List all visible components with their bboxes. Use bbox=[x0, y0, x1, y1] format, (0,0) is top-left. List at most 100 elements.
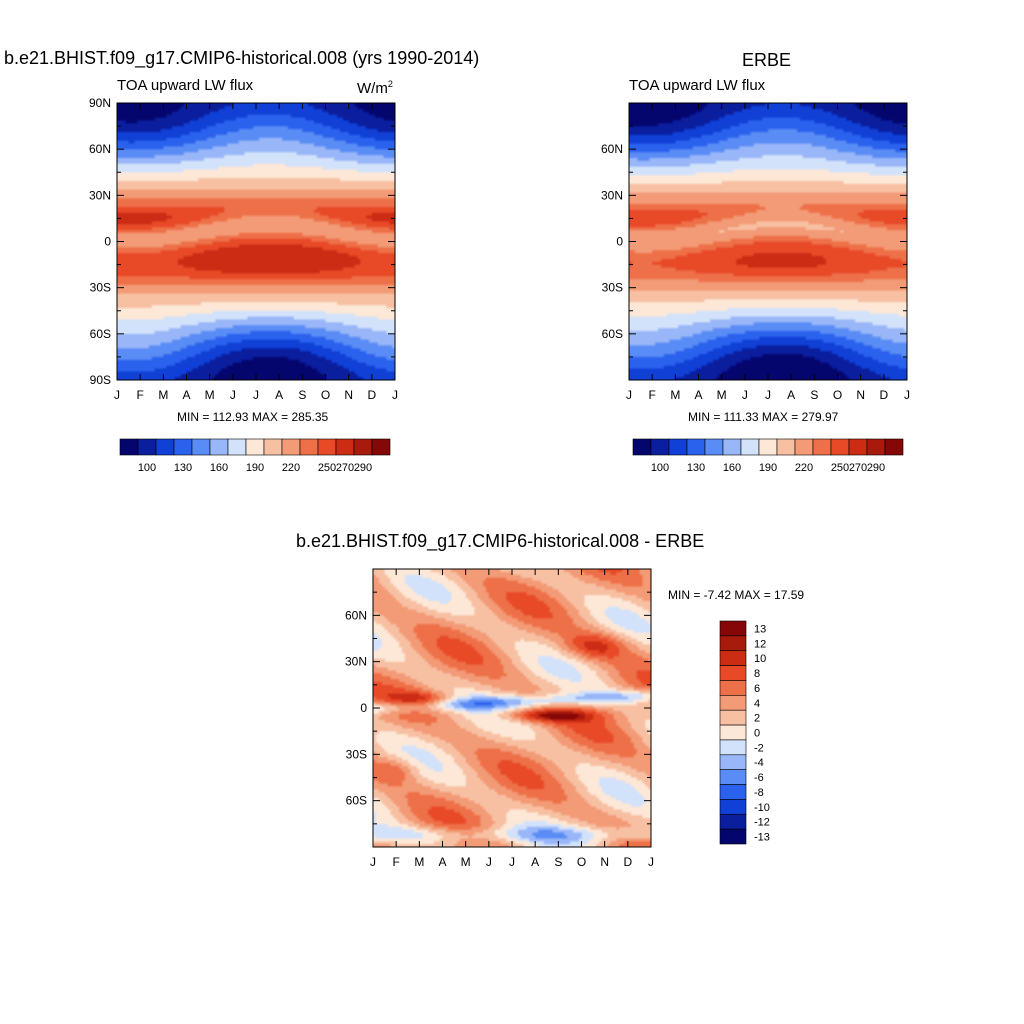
model-colorbar-box bbox=[155, 438, 175, 456]
model-colorbar-box bbox=[317, 438, 337, 456]
diff-colorbar-box bbox=[719, 828, 747, 845]
model-colorbar-box bbox=[281, 438, 301, 456]
diff-colorbar-box bbox=[719, 799, 747, 815]
diff-colorbar-box bbox=[719, 709, 747, 726]
model-colorbar-label: 220 bbox=[282, 462, 300, 474]
model-colorbar-label: 190 bbox=[246, 462, 264, 474]
model-panel-variable-label: TOA upward LW flux bbox=[117, 77, 254, 94]
diff-colorbar-label: -4 bbox=[754, 757, 764, 769]
obs-colorbar: 100 130 160 190 220 250 270 290 bbox=[632, 438, 904, 474]
diff-x-tick-label: M bbox=[414, 855, 424, 869]
model-heatmap-field bbox=[117, 103, 395, 380]
model-colorbar-box bbox=[137, 438, 157, 456]
diff-colorbar-box bbox=[719, 650, 747, 666]
obs-panel-stats: MIN = 111.33 MAX = 279.97 bbox=[688, 410, 839, 424]
obs-colorbar-box bbox=[668, 438, 688, 456]
diff-colorbar-label: 12 bbox=[754, 638, 766, 650]
diff-colorbar-label: 13 bbox=[754, 623, 766, 635]
diff-colorbar-box bbox=[719, 635, 747, 652]
model-y-tick-label: 60N bbox=[89, 142, 111, 156]
obs-colorbar-box bbox=[830, 438, 850, 456]
model-colorbar-label: 100 bbox=[138, 462, 156, 474]
diff-colorbar-label: -12 bbox=[754, 817, 770, 829]
diff-colorbar-box bbox=[719, 784, 747, 800]
model-panel-stats: MIN = 112.93 MAX = 285.35 bbox=[177, 410, 329, 424]
diff-colorbar-box bbox=[719, 724, 747, 741]
obs-colorbar-label: 270 bbox=[849, 462, 867, 474]
obs-x-tick-label: J bbox=[626, 388, 632, 402]
diff-x-tick-label: A bbox=[438, 855, 446, 869]
diff-colorbar-label: 10 bbox=[754, 653, 766, 665]
diff-colorbar-label: -6 bbox=[754, 772, 764, 784]
obs-colorbar-box bbox=[686, 438, 706, 456]
obs-x-tick-label: S bbox=[810, 388, 818, 402]
model-y-tick-label: 0 bbox=[104, 235, 111, 249]
diff-x-tick-label: N bbox=[600, 855, 609, 869]
model-y-tick-label: 90S bbox=[90, 373, 111, 387]
diff-colorbar-label: 2 bbox=[754, 713, 760, 725]
diff-y-tick-label: 30S bbox=[346, 747, 367, 761]
model-colorbar-box bbox=[299, 438, 319, 456]
obs-colorbar-box bbox=[758, 438, 778, 456]
obs-x-tick-label: F bbox=[648, 388, 655, 402]
model-panel-units: W/m2 bbox=[357, 79, 393, 97]
diff-colorbar-box bbox=[719, 695, 747, 711]
diff-x-tick-label: A bbox=[531, 855, 539, 869]
model-colorbar-box bbox=[353, 438, 373, 456]
diff-y-tick-label: 30N bbox=[345, 655, 367, 669]
model-y-tick-label: 90N bbox=[89, 96, 111, 110]
obs-colorbar-label: 160 bbox=[723, 462, 741, 474]
model-x-tick-label: M bbox=[158, 388, 168, 402]
obs-colorbar-box bbox=[740, 438, 760, 456]
model-colorbar-box bbox=[371, 438, 391, 456]
diff-heatmap-field bbox=[373, 569, 651, 847]
model-colorbar-box bbox=[119, 438, 139, 456]
model-colorbar-box bbox=[263, 438, 283, 456]
obs-x-tick-label: D bbox=[879, 388, 888, 402]
obs-x-tick-label: A bbox=[694, 388, 702, 402]
model-x-tick-label: O bbox=[321, 388, 330, 402]
model-colorbar-box bbox=[245, 438, 265, 456]
obs-y-tick-label: 60S bbox=[602, 327, 623, 341]
diff-x-tick-label: F bbox=[392, 855, 399, 869]
obs-heatmap-field bbox=[629, 103, 907, 380]
model-x-tick-label: J bbox=[114, 388, 120, 402]
obs-colorbar-box bbox=[884, 438, 904, 456]
obs-y-tick-label: 0 bbox=[616, 235, 623, 249]
model-colorbar-box bbox=[191, 438, 211, 456]
obs-x-tick-label: N bbox=[856, 388, 865, 402]
diff-colorbar-box bbox=[719, 665, 747, 681]
model-x-tick-label: J bbox=[253, 388, 259, 402]
obs-colorbar-box bbox=[722, 438, 742, 456]
model-colorbar-box bbox=[173, 438, 193, 456]
model-x-tick-label: D bbox=[367, 388, 376, 402]
obs-x-tick-label: M bbox=[717, 388, 727, 402]
model-colorbar-box bbox=[209, 438, 229, 456]
diff-colorbar-label: 8 bbox=[754, 668, 760, 680]
model-y-tick-label: 30N bbox=[89, 188, 111, 202]
obs-colorbar-label: 130 bbox=[687, 462, 705, 474]
obs-x-tick-label: O bbox=[833, 388, 842, 402]
diff-x-tick-label: J bbox=[370, 855, 376, 869]
obs-colorbar-label: 190 bbox=[759, 462, 777, 474]
obs-colorbar-box bbox=[632, 438, 652, 456]
obs-colorbar-box bbox=[848, 438, 868, 456]
diff-x-tick-label: J bbox=[509, 855, 515, 869]
model-colorbar-box bbox=[335, 438, 355, 456]
obs-x-tick-label: M bbox=[670, 388, 680, 402]
model-colorbar-label: 160 bbox=[210, 462, 228, 474]
diff-colorbar-label: 0 bbox=[754, 728, 760, 740]
model-y-tick-label: 30S bbox=[90, 281, 111, 295]
model-x-tick-label: A bbox=[275, 388, 283, 402]
diff-colorbar-box bbox=[719, 680, 747, 696]
diff-colorbar-label: -8 bbox=[754, 787, 764, 799]
diff-colorbar-box bbox=[719, 813, 747, 830]
model-panel-title: b.e21.BHIST.f09_g17.CMIP6-historical.008… bbox=[4, 48, 480, 68]
diff-x-tick-label: D bbox=[623, 855, 632, 869]
diff-colorbar-label: -13 bbox=[754, 832, 770, 844]
diff-colorbar-label: 6 bbox=[754, 683, 760, 695]
diff-panel-title: b.e21.BHIST.f09_g17.CMIP6-historical.008… bbox=[296, 531, 705, 551]
